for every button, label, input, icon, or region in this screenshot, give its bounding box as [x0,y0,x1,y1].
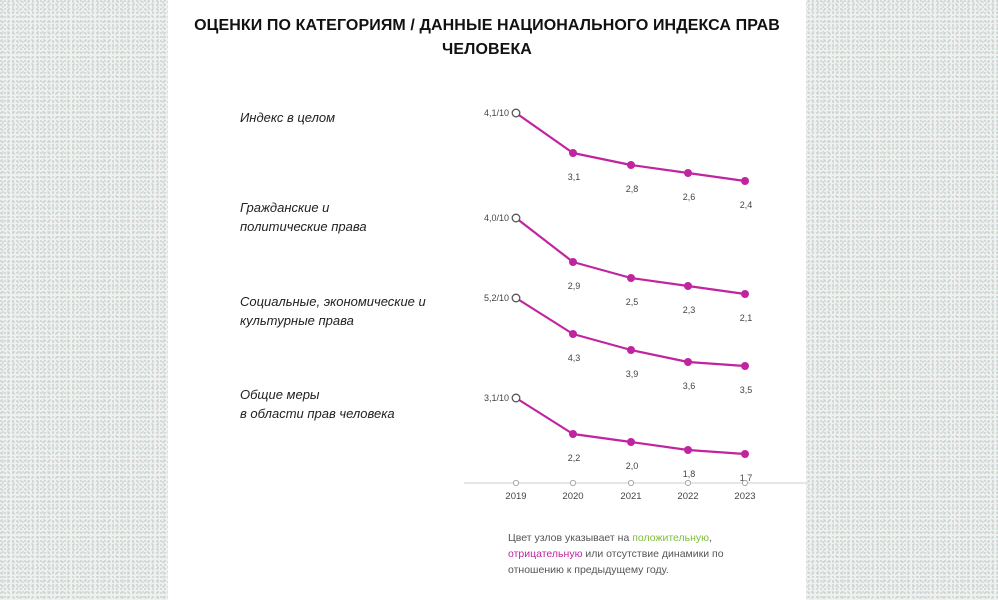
x-tick-label-0: 2019 [505,491,526,502]
series-2-label-1: 4,3 [568,353,581,363]
series-0-point-2 [627,161,635,169]
series-3-point-4 [741,450,749,458]
category-label-0: Индекс в целом [240,108,335,127]
series-3-point-0 [511,393,521,403]
series-0-point-0 [511,108,521,118]
line-charts: 4,1/10 3,1 2,8 2,6 2,4 4,0/10 2,9 2,5 2,3 2,1 5,2/… [464,108,806,502]
note-text-1: Цвет узлов указывает на [508,532,633,544]
series-1-point-3 [684,282,692,290]
series-2-point-2 [627,346,635,354]
category-label-2: Социальные, экономические и культурные п… [240,292,426,330]
series-0-label-4: 2,4 [740,200,753,210]
x-tick-label-1: 2020 [562,491,583,502]
note-text-4: динамики по отношению к предыдущему году… [508,548,724,576]
category-label-2-line-1: культурные права [240,313,354,328]
note-text-3: или [582,548,607,560]
series-line-0 [514,111,747,183]
series-3-label-1: 2,2 [568,453,581,463]
category-label-1: Гражданские и политические права [240,198,367,236]
series-0-label-2: 2,8 [626,184,639,194]
note-negative: отрицательную [508,548,583,560]
series-0-label-3: 2,6 [683,192,696,202]
x-tick-label-3: 2022 [677,491,698,502]
series-1-label-3: 2,3 [683,305,696,315]
series-3-label-3: 1,8 [683,469,696,479]
note-text-2: , [709,532,712,544]
x-tick-mark-4 [741,479,749,487]
series-1-label-2: 2,5 [626,297,639,307]
series-0-point-1 [569,149,577,157]
series-1-label-4: 2,1 [740,313,753,323]
category-label-3-line-1: в области прав человека [240,406,395,421]
series-3-point-3 [684,446,692,454]
series-3-point-2 [627,438,635,446]
category-label-3: Общие меры в области прав человека [240,385,395,423]
x-tick-mark-2 [627,479,635,487]
category-label-3-line-0: Общие меры [240,387,320,402]
x-tick-mark-0 [512,479,520,487]
series-line-2 [514,296,747,368]
series-2-point-1 [569,330,577,338]
x-tick-mark-3 [684,479,692,487]
series-0-point-3 [684,169,692,177]
series-3-label-4: 1,7 [740,473,753,483]
series-3-label-2: 2,0 [626,461,639,471]
x-tick-label-4: 2023 [734,491,755,502]
series-2-label-4: 3,5 [740,385,753,395]
series-2-point-3 [684,358,692,366]
note-positive: положительную [632,532,710,544]
series-0-label-1: 3,1 [568,172,581,182]
series-0-point-4 [741,177,749,185]
x-tick-mark-1 [569,479,577,487]
category-label-2-line-0: Социальные, экономические и [240,294,426,309]
x-tick-label-2: 2021 [620,491,641,502]
series-2-point-4 [741,362,749,370]
note-absence: отсутствие [606,548,659,560]
chart-panel: ОЦЕНКИ ПО КАТЕГОРИЯМ / ДАННЫЕ НАЦИОНАЛЬН… [168,0,806,600]
category-label-1-line-1: политические права [240,219,367,234]
series-1-point-1 [569,258,577,266]
chart-title-line-1: ОЦЕНКИ ПО КАТЕГОРИЯМ / ДАННЫЕ НАЦИОНАЛЬН… [194,17,780,34]
series-2-point-0 [511,293,521,303]
series-1-point-2 [627,274,635,282]
series-0-label-0: 4,1/10 [484,108,509,118]
series-1-point-4 [741,290,749,298]
series-3-point-1 [569,430,577,438]
series-1-point-0 [511,213,521,223]
legend-note: Цвет узлов указывает на положительную, о… [508,530,768,578]
series-2-label-3: 3,6 [683,381,696,391]
chart-title: ОЦЕНКИ ПО КАТЕГОРИЯМ / ДАННЫЕ НАЦИОНАЛЬН… [168,14,806,62]
series-1-label-0: 4,0/10 [484,213,509,223]
series-3-label-0: 3,1/10 [484,393,509,403]
category-label-0-line-0: Индекс в целом [240,110,336,125]
series-line-1 [514,216,747,296]
series-1-label-1: 2,9 [568,281,581,291]
chart-title-line-2: ЧЕЛОВЕКА [442,41,532,58]
category-label-1-line-0: Гражданские и [240,200,330,215]
series-2-label-0: 5,2/10 [484,293,509,303]
series-2-label-2: 3,9 [626,369,639,379]
